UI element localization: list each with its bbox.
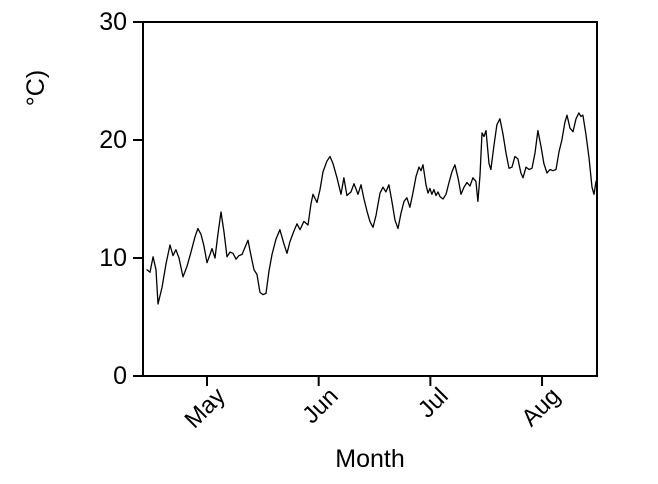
y-axis-label: °C): [22, 69, 50, 107]
y-tick-label-30: 30: [99, 8, 127, 36]
plot-frame: [142, 21, 598, 377]
y-tick-label-0: 0: [113, 362, 127, 390]
x-axis-label: Month: [335, 445, 405, 473]
y-tick-label-10: 10: [99, 244, 127, 272]
y-tick-label-20: 20: [99, 126, 127, 154]
temperature-series-line: [146, 112, 597, 305]
